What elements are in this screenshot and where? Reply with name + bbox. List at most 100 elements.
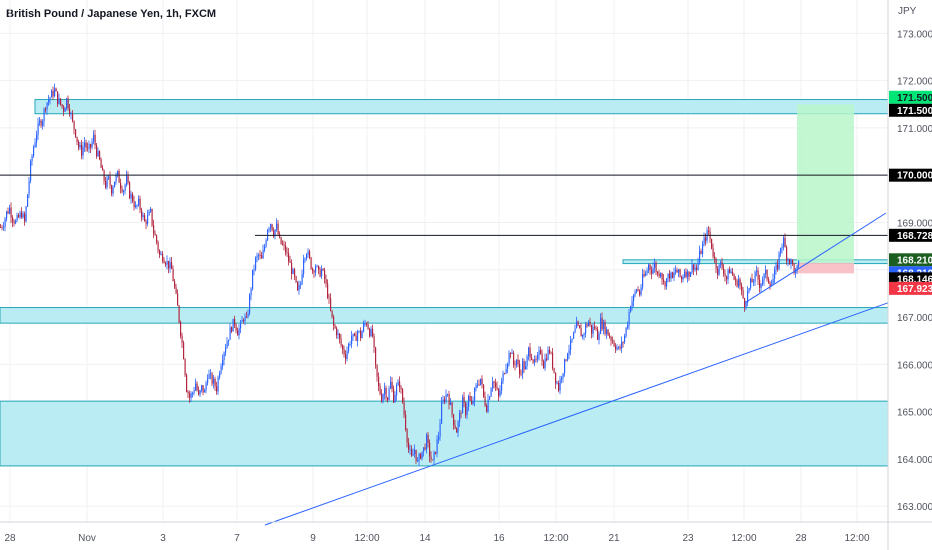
candle-body [397, 381, 399, 386]
support-resistance-zone [34, 99, 889, 115]
candle-body [40, 120, 42, 126]
candle-body [292, 269, 294, 274]
candle-body [348, 344, 350, 352]
candle-body [180, 322, 182, 336]
candle-body [106, 178, 108, 188]
candle-body [379, 386, 381, 395]
candle-body [538, 350, 540, 356]
x-tick-label: 3 [160, 533, 166, 544]
candle-body [660, 273, 662, 277]
candle-body [456, 428, 458, 433]
candle-body [184, 359, 186, 376]
candle-body [69, 108, 71, 115]
candle-body [243, 320, 245, 321]
candle-body [681, 276, 683, 280]
candle-body [742, 290, 744, 299]
candle-body [75, 129, 77, 137]
candle-body [0, 227, 2, 228]
candle-body [36, 135, 38, 143]
candle-body [282, 243, 284, 245]
candle-body [445, 394, 447, 402]
candle-body [309, 251, 311, 258]
candle-body [102, 167, 104, 171]
candle-body [108, 176, 110, 179]
candle-body [661, 273, 663, 280]
candle-body [313, 270, 315, 273]
candle-body [220, 366, 222, 374]
candle-body [658, 273, 660, 277]
candle-body [673, 272, 675, 278]
candle-body [39, 120, 41, 124]
candle-body [505, 368, 507, 374]
candle-body [15, 220, 17, 224]
candle-body [369, 328, 371, 337]
candle-body [373, 336, 375, 348]
x-tick-label: 12:00 [354, 533, 379, 544]
candle-body [453, 414, 455, 426]
candle-body [630, 306, 632, 313]
candle-body [261, 255, 263, 259]
candle-body [342, 345, 344, 350]
y-tick-label: 164.000 [897, 455, 932, 466]
candle-body [699, 251, 701, 263]
candle-body [160, 253, 162, 255]
candle-body [60, 98, 62, 105]
candle-body [165, 263, 167, 265]
candle-body [663, 279, 665, 282]
candle-body [597, 329, 599, 340]
price-label: 171.500 [897, 93, 932, 104]
candle-body [132, 194, 134, 202]
candle-body [511, 352, 513, 354]
candle-body [286, 252, 288, 254]
candle-body [600, 317, 602, 334]
candle-body [330, 298, 332, 311]
candle-body [508, 353, 510, 364]
candle-body [49, 97, 51, 101]
candle-body [790, 259, 792, 264]
candle-body [18, 215, 20, 218]
candle-body [643, 274, 645, 276]
candle-layer [0, 83, 800, 466]
candle-body [727, 269, 729, 280]
candle-body [289, 261, 291, 263]
candle-body [448, 394, 450, 405]
candle-body [633, 295, 635, 302]
candle-body [610, 337, 612, 341]
candle-body [297, 281, 299, 291]
price-label-box [889, 253, 932, 267]
candle-body [436, 439, 438, 454]
y-tick-label: 171.000 [897, 124, 932, 135]
candle-body [157, 241, 159, 251]
candle-body [438, 436, 440, 440]
candle-body [525, 366, 527, 370]
candle-body [226, 341, 228, 349]
candle-body [435, 451, 437, 454]
candle-body [675, 269, 677, 273]
candle-body [651, 269, 653, 274]
candle-body [493, 381, 495, 384]
candle-body [42, 121, 44, 126]
candle-body [784, 237, 786, 248]
candle-body [162, 253, 164, 261]
candle-body [388, 388, 390, 400]
support-resistance-zone [0, 400, 889, 467]
candle-body [697, 262, 699, 270]
candle-body [459, 413, 461, 422]
candle-body [559, 379, 561, 391]
candle-body [678, 269, 680, 273]
candle-body [615, 345, 617, 350]
x-tick-label: 14 [419, 533, 431, 544]
candle-body [300, 284, 302, 286]
y-tick-label: 166.000 [897, 360, 932, 371]
candle-body [586, 324, 588, 327]
candle-body [343, 349, 345, 355]
candle-body [732, 271, 734, 275]
candle-body [204, 390, 206, 393]
candle-body [588, 321, 590, 327]
candle-body [354, 333, 356, 336]
candle-body [94, 134, 96, 146]
candle-body [684, 271, 686, 277]
candle-body [552, 352, 554, 368]
candle-body [291, 262, 293, 274]
